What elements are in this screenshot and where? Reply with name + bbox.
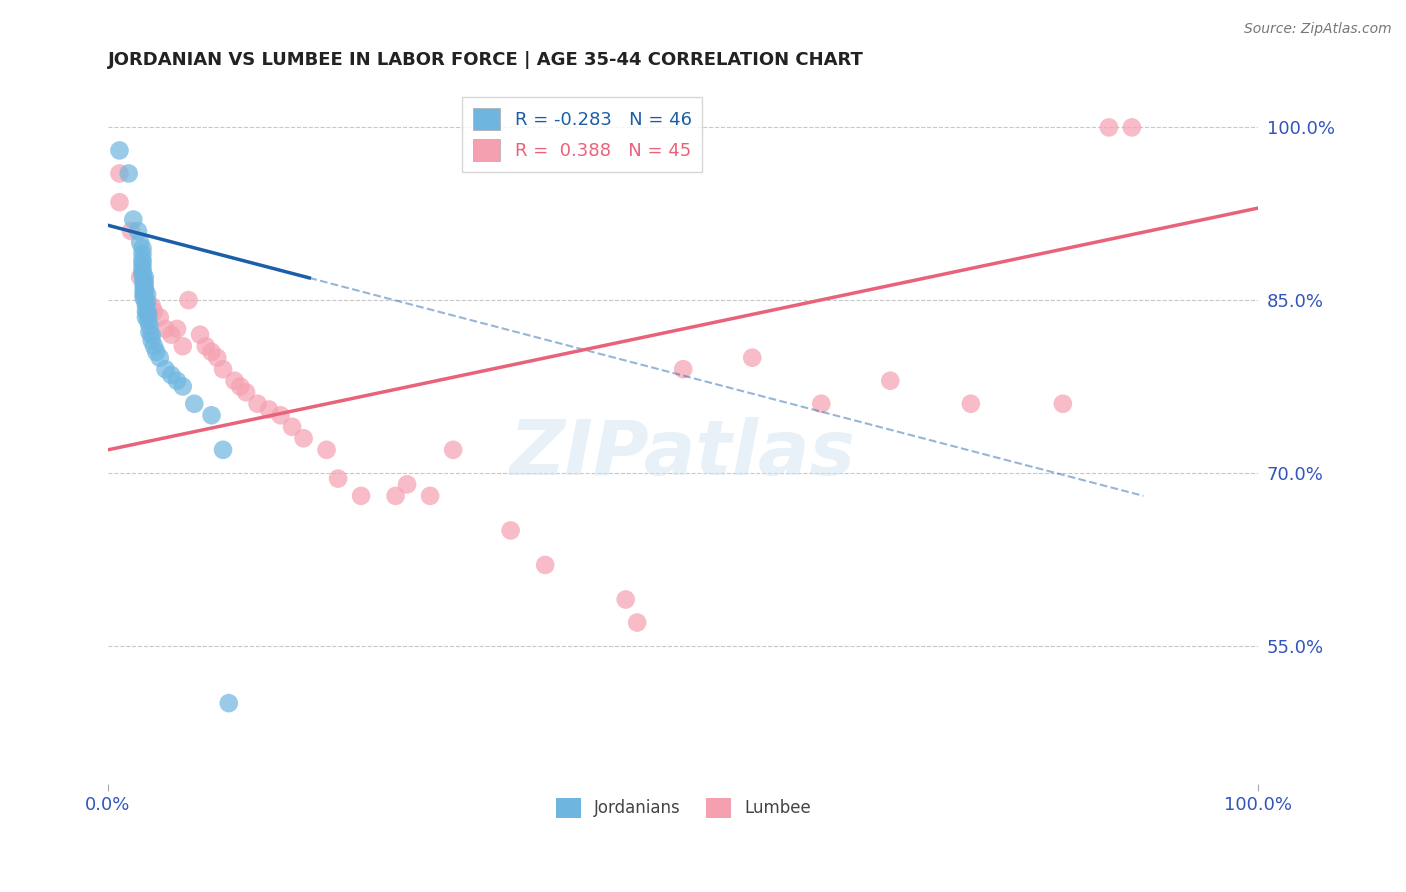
Point xyxy=(1052,397,1074,411)
Point xyxy=(108,195,131,210)
Point xyxy=(172,379,194,393)
Point xyxy=(499,524,522,538)
Point xyxy=(160,368,183,382)
Point xyxy=(384,489,406,503)
Point xyxy=(141,299,163,313)
Point xyxy=(131,241,153,255)
Point xyxy=(134,282,156,296)
Point xyxy=(419,489,441,503)
Point xyxy=(129,235,152,250)
Point xyxy=(118,166,141,180)
Text: JORDANIAN VS LUMBEE IN LABOR FORCE | AGE 35-44 CORRELATION CHART: JORDANIAN VS LUMBEE IN LABOR FORCE | AGE… xyxy=(108,51,863,69)
Point xyxy=(626,615,648,630)
Point xyxy=(135,304,157,318)
Point xyxy=(155,362,177,376)
Point xyxy=(131,268,153,282)
Point xyxy=(134,276,156,290)
Point xyxy=(1098,120,1121,135)
Point xyxy=(200,409,222,423)
Point xyxy=(741,351,763,365)
Point xyxy=(270,409,292,423)
Point xyxy=(134,287,156,301)
Point xyxy=(672,362,695,376)
Point xyxy=(131,260,153,275)
Point xyxy=(218,696,240,710)
Point xyxy=(122,212,145,227)
Point xyxy=(120,224,142,238)
Point xyxy=(132,276,155,290)
Point xyxy=(132,284,155,298)
Point xyxy=(131,252,153,267)
Point xyxy=(136,304,159,318)
Point xyxy=(207,351,229,365)
Point xyxy=(614,592,637,607)
Point xyxy=(127,224,149,238)
Point xyxy=(136,295,159,310)
Point xyxy=(166,374,188,388)
Point xyxy=(257,402,280,417)
Point xyxy=(879,374,901,388)
Point xyxy=(194,339,217,353)
Point xyxy=(326,472,349,486)
Point xyxy=(149,310,172,325)
Point xyxy=(155,322,177,336)
Point xyxy=(132,291,155,305)
Point xyxy=(246,397,269,411)
Point xyxy=(534,558,557,572)
Point xyxy=(135,310,157,325)
Point xyxy=(149,351,172,365)
Point xyxy=(1121,120,1143,135)
Point xyxy=(132,287,155,301)
Point xyxy=(810,397,832,411)
Point xyxy=(138,326,160,340)
Point xyxy=(350,489,373,503)
Point xyxy=(129,270,152,285)
Point xyxy=(141,334,163,348)
Point xyxy=(212,442,235,457)
Point xyxy=(235,385,257,400)
Point xyxy=(143,339,166,353)
Point xyxy=(131,264,153,278)
Point xyxy=(141,327,163,342)
Point xyxy=(135,299,157,313)
Point xyxy=(136,307,159,321)
Point xyxy=(188,327,211,342)
Legend: Jordanians, Lumbee: Jordanians, Lumbee xyxy=(548,791,817,824)
Point xyxy=(136,287,159,301)
Point xyxy=(229,379,252,393)
Point xyxy=(166,322,188,336)
Point xyxy=(200,345,222,359)
Point xyxy=(131,247,153,261)
Point xyxy=(212,362,235,376)
Point xyxy=(177,293,200,307)
Point xyxy=(396,477,419,491)
Point xyxy=(315,442,337,457)
Point xyxy=(143,304,166,318)
Point xyxy=(134,293,156,307)
Point xyxy=(108,144,131,158)
Point xyxy=(108,166,131,180)
Point xyxy=(183,397,205,411)
Point xyxy=(132,279,155,293)
Point xyxy=(134,270,156,285)
Point xyxy=(959,397,981,411)
Point xyxy=(224,374,246,388)
Point xyxy=(160,327,183,342)
Point xyxy=(136,314,159,328)
Point xyxy=(145,345,167,359)
Point xyxy=(134,282,156,296)
Point xyxy=(138,318,160,333)
Text: Source: ZipAtlas.com: Source: ZipAtlas.com xyxy=(1244,22,1392,37)
Point xyxy=(132,272,155,286)
Point xyxy=(131,256,153,270)
Point xyxy=(281,419,304,434)
Point xyxy=(292,431,315,445)
Point xyxy=(172,339,194,353)
Text: ZIPatlas: ZIPatlas xyxy=(510,417,856,491)
Point xyxy=(441,442,464,457)
